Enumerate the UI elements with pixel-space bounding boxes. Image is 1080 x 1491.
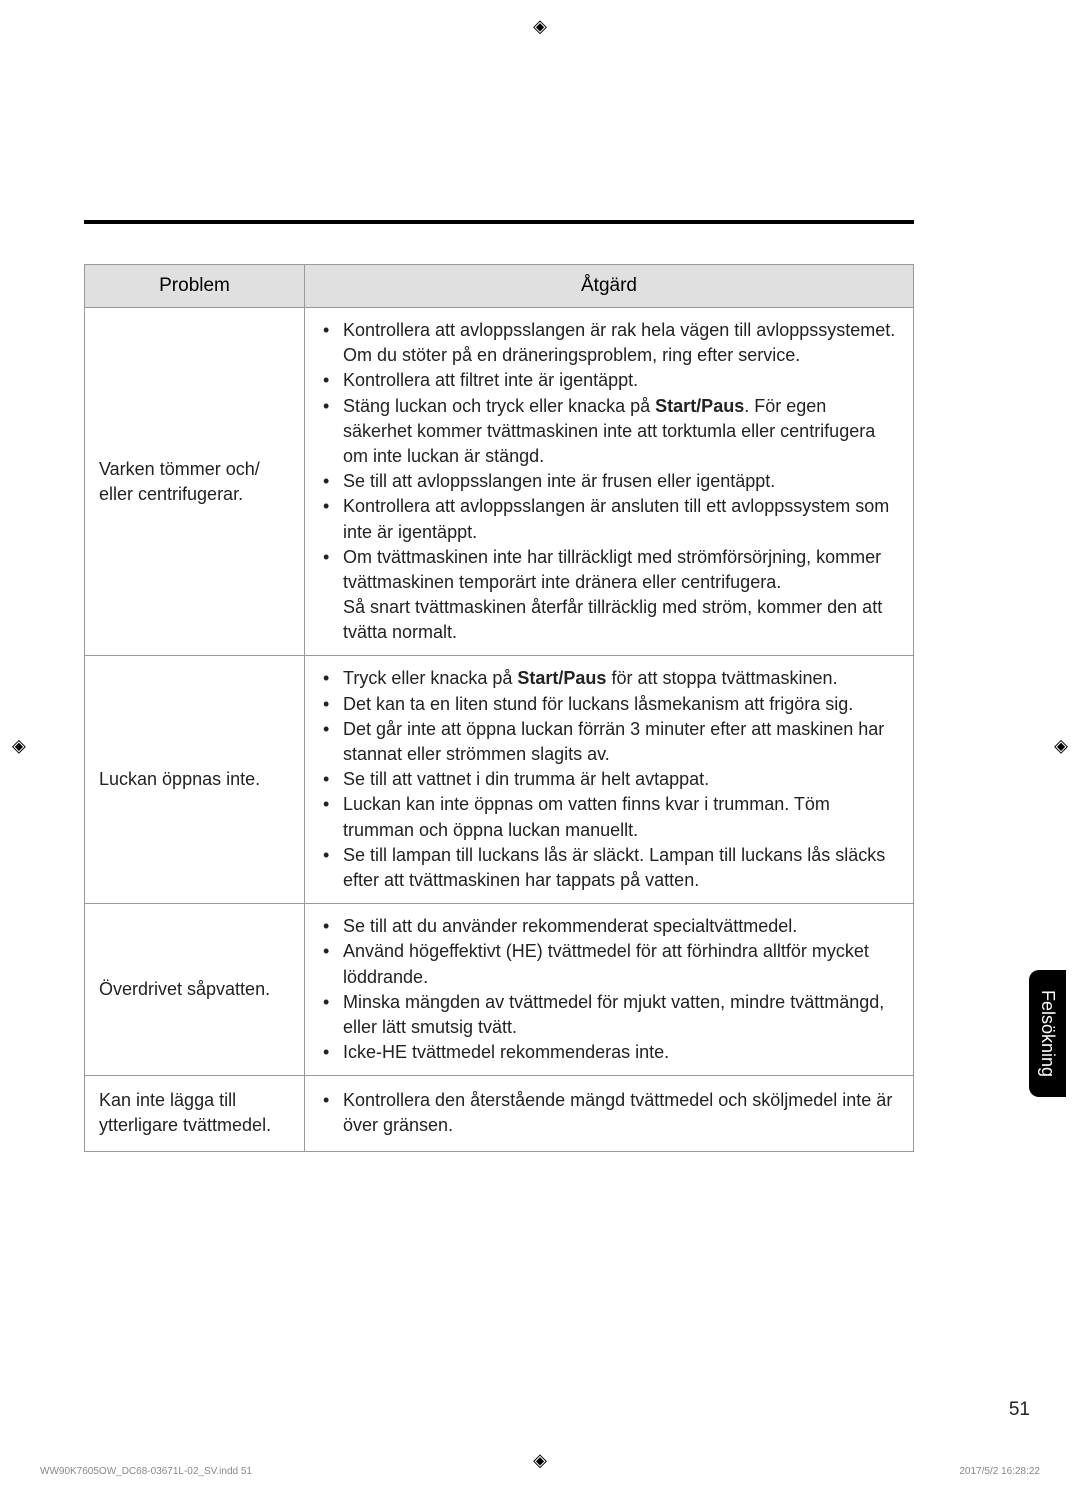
registration-mark-left: ◈ xyxy=(12,735,26,756)
text: Tryck eller knacka på xyxy=(343,668,517,688)
problem-cell: Kan inte lägga till ytterligare tvättmed… xyxy=(85,1076,305,1151)
list-item: Se till att vattnet i din trumma är helt… xyxy=(313,767,899,792)
list-item: Om tvättmaskinen inte har tillräckligt m… xyxy=(313,545,899,595)
list-item: Stäng luckan och tryck eller knacka på S… xyxy=(313,394,899,470)
footer-timestamp: 2017/5/2 16:28:22 xyxy=(959,1466,1040,1477)
page-content: Problem Åtgärd Varken tömmer och/ eller … xyxy=(84,220,914,1152)
action-list: Se till att du använder rekommenderat sp… xyxy=(313,914,899,1065)
action-cell: Kontrollera att avloppsslangen är rak he… xyxy=(305,308,914,656)
list-item: Kontrollera att filtret inte är igentäpp… xyxy=(313,368,899,393)
problem-cell: Varken tömmer och/ eller centrifugerar. xyxy=(85,308,305,656)
list-item: Se till lampan till luckans lås är släck… xyxy=(313,843,899,893)
side-tab: Felsökning xyxy=(1029,970,1066,1097)
table-header-action: Åtgärd xyxy=(305,265,914,308)
list-item: Det kan ta en liten stund för luckans lå… xyxy=(313,692,899,717)
action-cell: Tryck eller knacka på Start/Paus för att… xyxy=(305,656,914,904)
bold-text: Start/Paus xyxy=(517,668,606,688)
footer-filename: WW90K7605OW_DC68-03671L-02_SV.indd 51 xyxy=(40,1466,252,1477)
action-list: Kontrollera den återstående mängd tvättm… xyxy=(313,1088,899,1138)
table-header-problem: Problem xyxy=(85,265,305,308)
bold-text: Start/Paus xyxy=(655,396,744,416)
horizontal-rule xyxy=(84,220,914,224)
list-item: Det går inte att öppna luckan förrän 3 m… xyxy=(313,717,899,767)
problem-cell: Luckan öppnas inte. xyxy=(85,656,305,904)
action-cell: Se till att du använder rekommenderat sp… xyxy=(305,904,914,1076)
list-item: Se till att avloppsslangen inte är fruse… xyxy=(313,469,899,494)
list-item: Använd högeffektivt (HE) tvättmedel för … xyxy=(313,939,899,989)
registration-mark-right: ◈ xyxy=(1054,735,1068,756)
list-item: Minska mängden av tvättmedel för mjukt v… xyxy=(313,990,899,1040)
table-row: Varken tömmer och/ eller centrifugerar.K… xyxy=(85,308,914,656)
list-item: Kontrollera att avloppsslangen är anslut… xyxy=(313,494,899,544)
action-list: Kontrollera att avloppsslangen är rak he… xyxy=(313,318,899,645)
continuation-text: Så snart tvättmaskinen återfår tillräckl… xyxy=(313,595,899,645)
registration-mark-top: ◈ xyxy=(533,16,547,37)
troubleshooting-table: Problem Åtgärd Varken tömmer och/ eller … xyxy=(84,264,914,1152)
action-cell: Kontrollera den återstående mängd tvättm… xyxy=(305,1076,914,1151)
problem-cell: Överdrivet såpvatten. xyxy=(85,904,305,1076)
list-item: Luckan kan inte öppnas om vatten finns k… xyxy=(313,792,899,842)
list-item: Icke-HE tvättmedel rekommenderas inte. xyxy=(313,1040,899,1065)
text: Stäng luckan och tryck eller knacka på xyxy=(343,396,655,416)
list-item: Kontrollera den återstående mängd tvättm… xyxy=(313,1088,899,1138)
text: för att stoppa tvättmaskinen. xyxy=(606,668,837,688)
list-item: Kontrollera att avloppsslangen är rak he… xyxy=(313,318,899,368)
list-item: Se till att du använder rekommenderat sp… xyxy=(313,914,899,939)
page-number: 51 xyxy=(1009,1399,1030,1421)
action-list: Tryck eller knacka på Start/Paus för att… xyxy=(313,666,899,893)
table-row: Luckan öppnas inte. Tryck eller knacka på… xyxy=(85,656,914,904)
registration-mark-bottom: ◈ xyxy=(533,1450,547,1471)
list-item: Tryck eller knacka på Start/Paus för att… xyxy=(313,666,899,691)
table-row: Överdrivet såpvatten. Se till att du anvä… xyxy=(85,904,914,1076)
table-row: Kan inte lägga till ytterligare tvättmed… xyxy=(85,1076,914,1151)
